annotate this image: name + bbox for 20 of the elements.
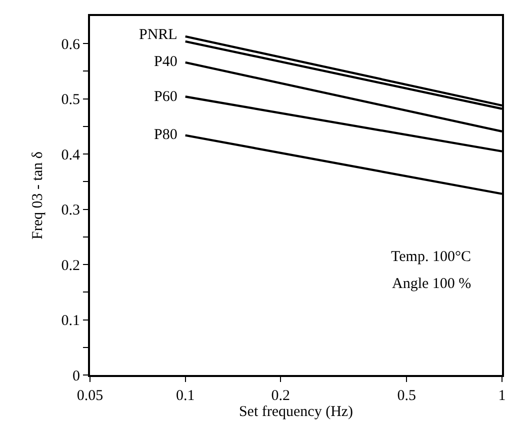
y-tick-label: 0.3: [61, 202, 80, 219]
annotation: Angle 100 %: [392, 276, 472, 292]
y-tick-label: 0.6: [61, 36, 80, 53]
y-axis-title: Freq 03 - tan δ: [30, 152, 46, 240]
y-tick-label: 0.5: [61, 92, 80, 108]
series-label: P40: [154, 54, 178, 70]
annotation: Temp. 100°C: [391, 249, 471, 265]
y-tick-label: 0.2: [61, 258, 80, 274]
series-label: P80: [154, 127, 178, 143]
series-label: PNRL: [139, 27, 178, 43]
y-tick-label: 0.1: [61, 313, 80, 330]
series-label: P60: [154, 89, 178, 105]
x-tick-label: 1: [498, 388, 506, 404]
x-tick-label: 0.2: [271, 388, 290, 404]
y-tick-label: 0.4: [61, 147, 80, 164]
x-tick-label: 0.1: [176, 388, 195, 404]
y-tick-label: 0: [72, 368, 80, 384]
x-tick-label: 0.5: [397, 388, 416, 404]
x-tick-label: 0.05: [76, 388, 104, 404]
x-axis-title: Set frequency (Hz): [238, 404, 354, 420]
